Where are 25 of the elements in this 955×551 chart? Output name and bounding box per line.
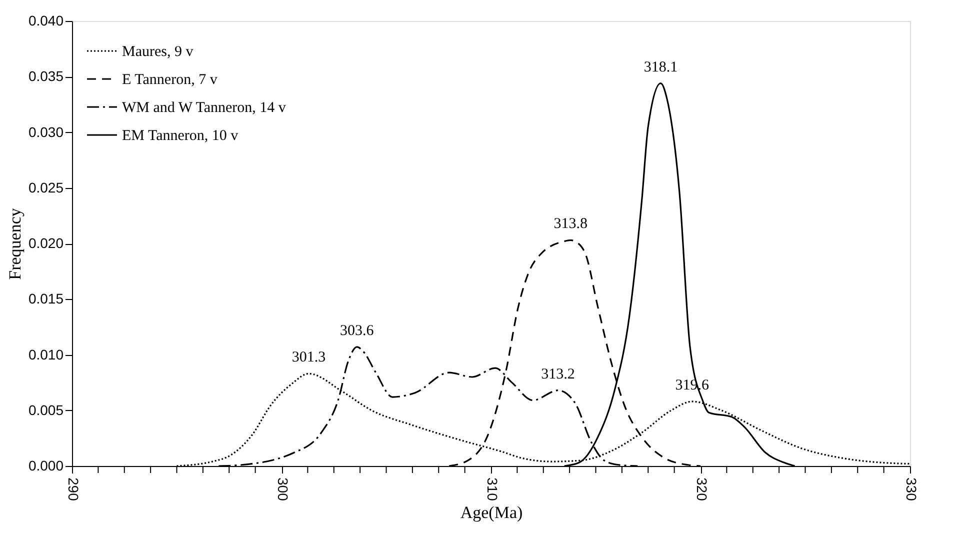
annotation: 313.2 [541,366,575,382]
x-tick-label: 310 [484,478,500,502]
x-tick-label: 300 [275,478,291,502]
annotation: 301.3 [292,350,326,366]
y-tick-label: 0.005 [28,402,64,418]
legend-label: E Tanneron, 7 v [122,72,218,88]
annotation: 303.6 [340,322,374,339]
x-axis-title: Age(Ma) [460,502,523,522]
y-tick-label: 0.025 [28,179,64,196]
y-tick-label: 0.010 [28,346,64,362]
y-tick-label: 0.015 [28,290,64,307]
x-tick-label: 320 [694,478,710,502]
y-tick-label: 0.000 [28,458,64,474]
y-tick-label: 0.020 [28,235,64,251]
legend-label: Maures, 9 v [122,44,194,60]
y-axis-title: Frequency [5,208,24,280]
annotation: 313.8 [554,216,588,232]
y-tick-label: 0.040 [28,12,64,28]
y-tick-label: 0.030 [28,124,64,140]
y-tick-label: 0.035 [28,68,64,84]
legend-label: WM and W Tanneron, 14 v [122,100,286,116]
annotation: 318.1 [644,59,678,76]
x-tick-label: 290 [66,478,82,502]
legend-label: EM Tanneron, 10 v [122,128,239,144]
x-tick-label: 330 [904,478,920,502]
